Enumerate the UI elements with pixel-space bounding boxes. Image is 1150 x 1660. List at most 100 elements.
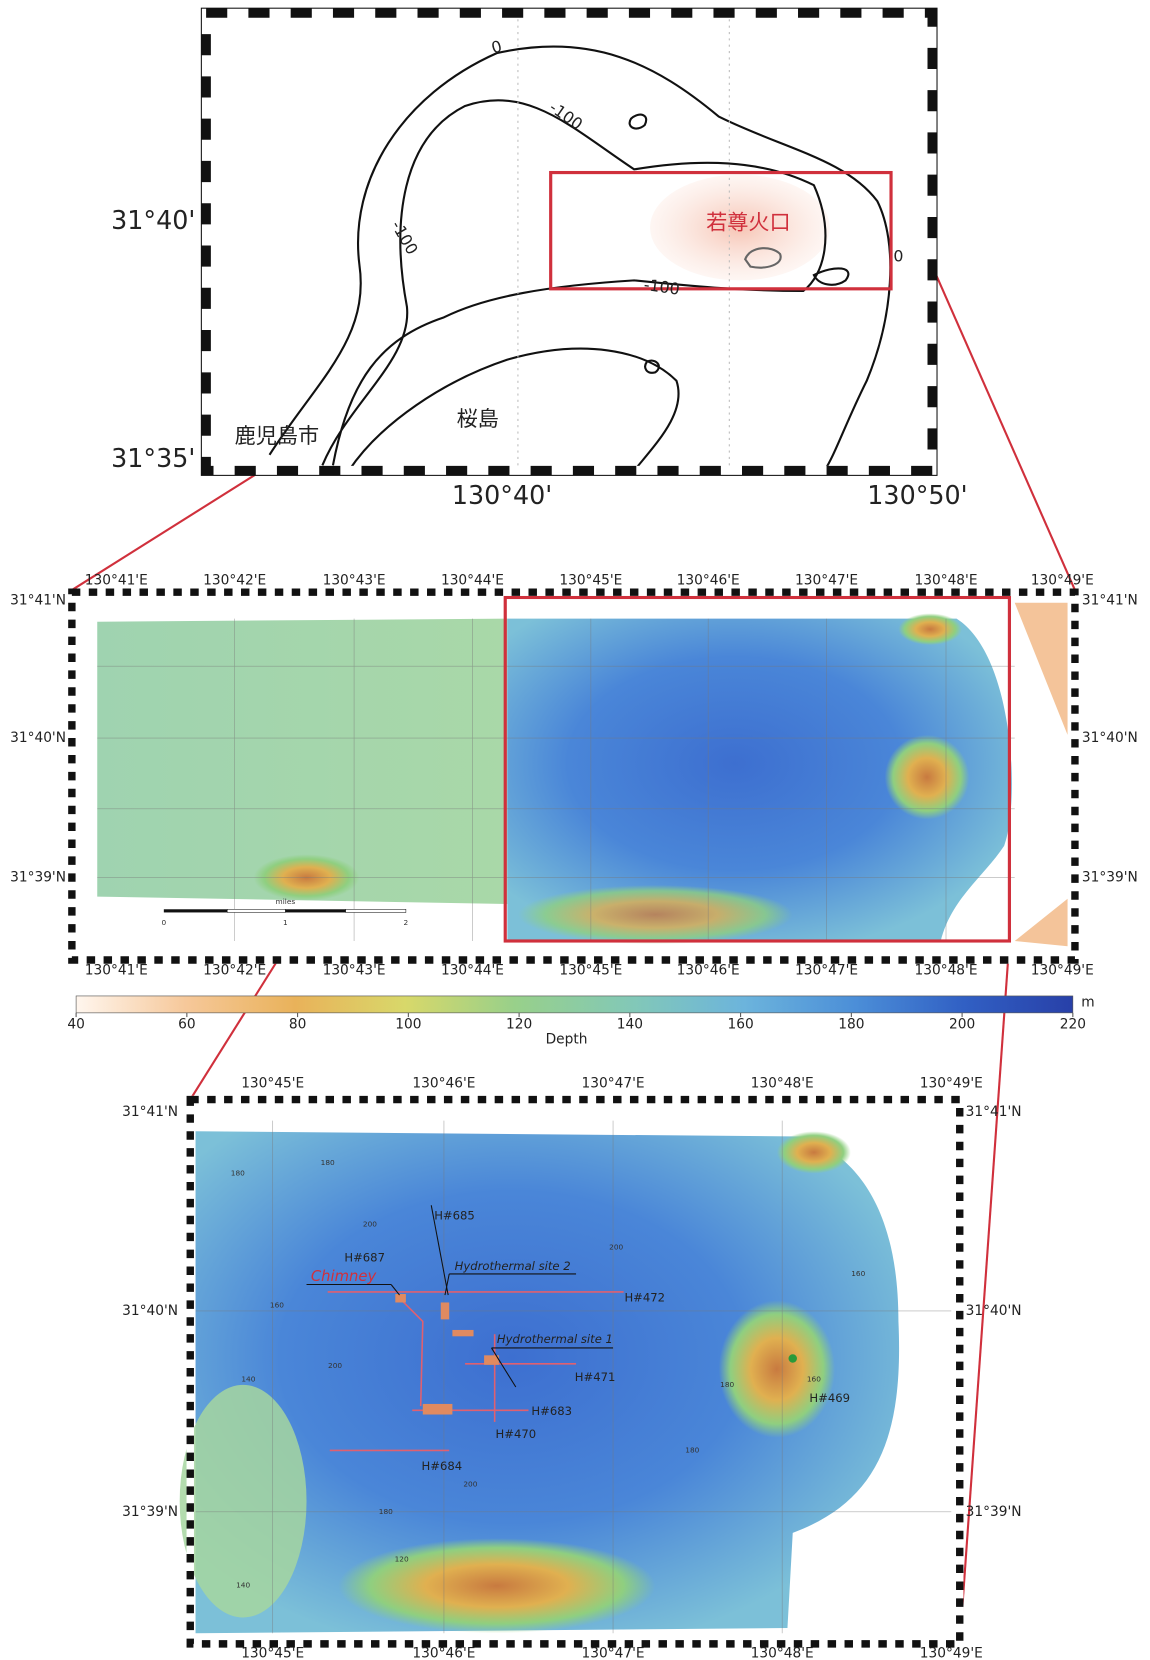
colorbar-label: Depth <box>546 1031 588 1047</box>
annotation: Chimney <box>311 1268 377 1285</box>
contour-label: 120 <box>395 1554 409 1563</box>
scale-bar <box>164 909 406 912</box>
lat-label: 31°40' <box>111 205 195 235</box>
lat-label: 31°39'N <box>966 1504 1022 1520</box>
lon-label: 130°46'E <box>412 1645 475 1660</box>
lon-label: 130°43'E <box>323 963 386 979</box>
annotation: H#472 <box>624 1291 665 1305</box>
contour-label: 200 <box>609 1243 623 1252</box>
annotation: H#471 <box>575 1370 616 1384</box>
lat-label: 31°40'N <box>10 730 66 746</box>
lon-label: 130°44'E <box>441 573 504 589</box>
annotation: Hydrothermal site 2 <box>455 1259 571 1273</box>
colorbar-tick-label: 120 <box>506 1016 532 1032</box>
colorbar-tick-label: 180 <box>838 1016 864 1032</box>
annotation: H#684 <box>422 1459 463 1473</box>
annotation: H#683 <box>531 1404 572 1418</box>
lon-label: 130°45'E <box>241 1076 304 1092</box>
lat-label: 31°39'N <box>10 870 66 886</box>
lon-label: 130°47'E <box>795 963 858 979</box>
colorbar-tick-label: 220 <box>1060 1016 1086 1032</box>
colorbar-ramp <box>76 996 1073 1013</box>
lat-label: 31°40'N <box>122 1303 178 1319</box>
annotation: H#685 <box>434 1208 475 1222</box>
lon-label: 130°49'E <box>920 1645 983 1660</box>
lon-label: 130°48'E <box>751 1076 814 1092</box>
lon-label: 130°42'E <box>203 573 266 589</box>
connector <box>960 941 1010 1644</box>
contour-label: 0 <box>893 247 903 266</box>
lat-label: 31°41'N <box>966 1104 1022 1120</box>
contour-label: 180 <box>685 1445 699 1454</box>
scale-unit: miles <box>276 897 296 906</box>
shoal <box>518 885 793 944</box>
colorbar-tick-label: 60 <box>178 1016 195 1032</box>
lon-label: 130°47'E <box>795 573 858 589</box>
lon-label: 130°46'E <box>677 573 740 589</box>
lat-label: 31°35' <box>111 443 195 473</box>
bathymetry-map: 130°41'E 130°42'E 130°43'E 130°44'E 130°45'E… <box>10 573 1138 979</box>
annotation: H#470 <box>495 1427 536 1441</box>
lon-label: 130°43'E <box>323 573 386 589</box>
shoal <box>885 735 970 820</box>
lat-label: 31°41'N <box>122 1104 178 1120</box>
place-label: 鹿児島市 <box>235 423 320 448</box>
shoal <box>719 1300 835 1437</box>
contour-label: 160 <box>270 1301 284 1310</box>
shoal <box>338 1538 655 1633</box>
contour-label: 180 <box>720 1380 734 1389</box>
vent-marker <box>789 1354 797 1362</box>
shoal <box>898 613 961 645</box>
scale-tick-label: 1 <box>283 918 288 927</box>
place-label: 若尊火口 <box>706 209 791 234</box>
place-label: 桜島 <box>457 406 499 431</box>
contour-label: 140 <box>236 1581 250 1590</box>
colorbar-tick-label: 100 <box>395 1016 421 1032</box>
lon-label: 130°48'E <box>914 963 977 979</box>
scale-tick-label: 0 <box>161 918 166 927</box>
lon-label: 130°46'E <box>677 963 740 979</box>
contour-label: 160 <box>851 1269 865 1278</box>
lon-label: 130°40' <box>452 480 552 510</box>
contour-label: 200 <box>363 1219 377 1228</box>
lon-label: 130°47'E <box>582 1076 645 1092</box>
lon-label: 130°49'E <box>1031 963 1094 979</box>
contour-label: 200 <box>328 1361 342 1370</box>
shoal <box>777 1131 851 1173</box>
lon-label: 130°46'E <box>412 1076 475 1092</box>
contour-label: 140 <box>241 1375 255 1384</box>
scale-tick-label: 2 <box>404 918 409 927</box>
annotation: Hydrothermal site 1 <box>497 1332 613 1346</box>
lon-label: 130°50' <box>867 480 967 510</box>
contour-label: 180 <box>379 1507 393 1516</box>
lon-label: 130°41'E <box>85 573 148 589</box>
lat-label: 31°40'N <box>1082 730 1138 746</box>
lon-label: 130°49'E <box>1031 573 1094 589</box>
lat-label: 31°40'N <box>966 1303 1022 1319</box>
colorbar-tick-label: 140 <box>617 1016 643 1032</box>
lon-label: 130°48'E <box>914 573 977 589</box>
lon-label: 130°49'E <box>920 1076 983 1092</box>
colorbar-tick-label: 160 <box>727 1016 753 1032</box>
lon-label: 130°45'E <box>559 573 622 589</box>
detail-map: 130°45'E 130°46'E 130°47'E 130°48'E 130°49'E… <box>122 1076 1021 1660</box>
lat-label: 31°41'N <box>10 593 66 609</box>
contour-label: 200 <box>463 1479 477 1488</box>
annotation: H#469 <box>809 1391 850 1405</box>
lon-label: 130°48'E <box>751 1645 814 1660</box>
colorbar-unit: m <box>1081 994 1094 1010</box>
lon-label: 130°45'E <box>559 963 622 979</box>
lon-label: 130°41'E <box>85 963 148 979</box>
lon-label: 130°44'E <box>441 963 504 979</box>
colorbar-tick-label: 80 <box>289 1016 306 1032</box>
contour-label: 180 <box>321 1158 335 1167</box>
colorbar-tick-label: 200 <box>949 1016 975 1032</box>
figure: 31°40'31°35'130°40'130°50'0-100-100-1000… <box>0 0 1150 1660</box>
lon-label: 130°42'E <box>203 963 266 979</box>
lon-label: 130°47'E <box>582 1645 645 1660</box>
contour-label: 160 <box>807 1375 821 1384</box>
lat-label: 31°39'N <box>1082 870 1138 886</box>
colorbar: m Depth 40 60 80 100 120 140 160 180 200 220 <box>67 994 1094 1047</box>
contour-label: 180 <box>231 1169 245 1178</box>
colorbar-tick-label: 40 <box>67 1016 84 1032</box>
